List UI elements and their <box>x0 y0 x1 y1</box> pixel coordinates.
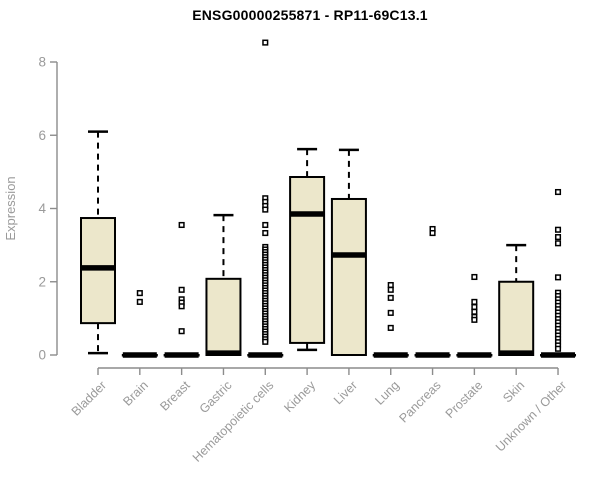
iqr-box <box>205 277 242 357</box>
outlier-point <box>554 274 562 281</box>
iqr-box <box>330 197 367 356</box>
box-brain <box>121 290 158 358</box>
outlier-point <box>387 281 394 289</box>
box-prostate <box>456 273 493 358</box>
box-hematopoietic-cells <box>247 39 284 358</box>
outlier-point <box>554 345 562 352</box>
outlier-point <box>554 240 562 247</box>
outlier-point <box>178 328 185 335</box>
box-gastric <box>205 213 242 357</box>
x-category-label: Hematopoietic cells <box>190 378 277 465</box>
x-category-label: Gastric <box>197 378 235 416</box>
outlier-point <box>136 298 143 305</box>
outlier-point <box>136 290 143 297</box>
outlier-point <box>178 286 185 293</box>
outlier-point <box>178 221 185 229</box>
box-pancreas <box>414 225 451 358</box>
box-unknown-other <box>540 188 577 358</box>
outlier-point <box>262 206 269 213</box>
y-tick-label: 2 <box>38 274 46 289</box>
outlier-point <box>554 234 562 241</box>
y-tick-label: 4 <box>38 201 46 216</box>
outlier-point <box>471 303 478 311</box>
x-category-label: Prostate <box>443 378 486 421</box>
chart-title: ENSG00000255871 - RP11-69C13.1 <box>192 7 428 23</box>
box-skin <box>498 243 535 356</box>
outlier-point <box>554 188 562 196</box>
box-liver <box>330 148 367 356</box>
box-bladder <box>80 130 116 355</box>
x-category-label: Lung <box>372 378 402 408</box>
x-category-label: Pancreas <box>396 378 443 425</box>
outlier-point <box>387 324 394 331</box>
y-tick-label: 0 <box>38 348 46 363</box>
x-category-label: Liver <box>331 378 360 407</box>
outlier-point <box>471 316 478 323</box>
x-category-label: Bladder <box>69 378 109 418</box>
x-category-label: Breast <box>157 378 193 414</box>
outlier-point <box>387 286 394 293</box>
iqr-box <box>289 176 326 344</box>
box-kidney <box>289 147 326 352</box>
box-breast <box>163 221 200 358</box>
outlier-point <box>554 226 562 233</box>
y-axis-title: Expression <box>3 176 18 240</box>
outlier-point <box>262 39 269 46</box>
outlier-point <box>387 309 394 316</box>
outlier-point <box>471 308 478 315</box>
x-category-label: Skin <box>500 378 527 405</box>
y-axis: 0 2 4 6 8 <box>38 55 58 363</box>
y-tick-label: 6 <box>38 128 46 143</box>
x-category-label: Unknown / Other <box>493 378 569 454</box>
x-category-label: Kidney <box>281 378 318 415</box>
box-lung <box>372 281 409 358</box>
outlier-point <box>429 229 436 237</box>
outlier-point <box>387 294 394 301</box>
outlier-point <box>178 303 185 310</box>
outlier-point <box>262 229 269 237</box>
y-tick-label: 8 <box>38 55 46 70</box>
outlier-point <box>471 273 478 281</box>
outlier-point <box>262 338 269 345</box>
outlier-point <box>262 221 269 229</box>
x-category-label: Brain <box>120 378 151 409</box>
outlier-point <box>471 298 478 305</box>
iqr-box <box>498 280 535 356</box>
